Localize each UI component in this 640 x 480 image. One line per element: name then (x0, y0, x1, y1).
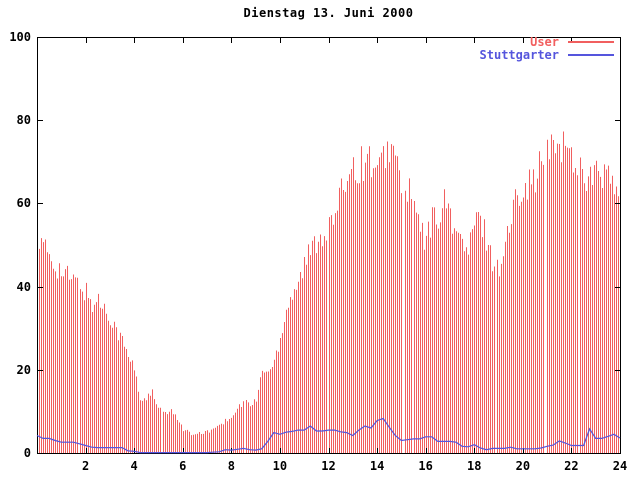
x-tick-label-20: 20 (515, 459, 531, 473)
x-tick-label-2: 2 (81, 459, 90, 473)
legend: User Stuttgarter (479, 34, 614, 62)
y-tick-label-100: 100 (9, 30, 31, 44)
plot-border (37, 37, 621, 454)
x-tick-label-8: 8 (227, 459, 235, 473)
x-tick-label-18: 18 (467, 459, 482, 473)
chart-title: Dienstag 13. Juni 2000 (243, 6, 414, 20)
x-tick-label-6: 6 (179, 459, 187, 473)
x-tick-label-10: 10 (272, 459, 288, 473)
legend-row-user: User (530, 34, 614, 49)
series-user-impulses (39, 131, 621, 453)
y-tick-label-0: 0 (23, 446, 31, 460)
y-tick-label-60: 60 (16, 196, 31, 211)
legend-label-stuttgarter: Stuttgarter (479, 47, 559, 62)
legend-sample-stuttgarter-line (568, 53, 614, 56)
legend-label-user: User (530, 34, 559, 49)
axis-ticks (38, 37, 621, 454)
x-tick-label-22: 22 (564, 459, 579, 473)
y-tick-label-40: 40 (16, 279, 31, 294)
x-tick-label-16: 16 (418, 459, 433, 473)
x-tick-label-4: 4 (130, 459, 138, 473)
x-tick-label-14: 14 (369, 459, 385, 473)
series-stuttgarter-line (36, 417, 621, 454)
legend-row-stuttgarter: Stuttgarter (479, 47, 614, 62)
x-tick-label-12: 12 (321, 459, 336, 473)
y-tick-label-20: 20 (16, 362, 31, 377)
legend-sample-user-line (568, 40, 614, 43)
x-tick-label-24: 24 (612, 459, 628, 473)
y-tick-label-80: 80 (16, 113, 31, 128)
